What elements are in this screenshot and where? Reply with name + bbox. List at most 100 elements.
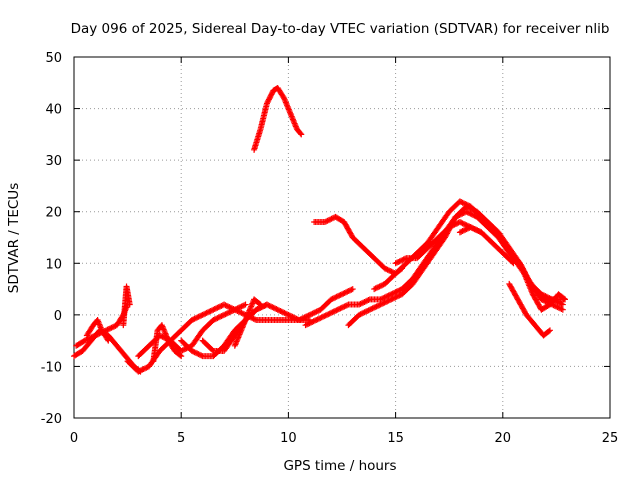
data-point (95, 331, 102, 338)
data-point (325, 217, 332, 224)
data-point (178, 347, 185, 354)
data-point (85, 335, 92, 342)
data-point (448, 222, 455, 229)
data-point (194, 350, 201, 357)
series-track-7 (150, 322, 185, 365)
data-point (338, 304, 345, 311)
data-point (289, 313, 296, 320)
data-point (340, 290, 347, 297)
y-tick-label: 20 (45, 206, 62, 221)
data-point (276, 307, 283, 314)
series-track-19 (506, 280, 553, 339)
data-point (460, 220, 467, 227)
data-point (362, 308, 369, 315)
data-point (332, 307, 339, 314)
data-point (280, 93, 287, 100)
data-point (210, 317, 217, 324)
data-point (109, 324, 116, 331)
data-point (136, 367, 143, 374)
data-point (221, 311, 228, 318)
x-tick-label: 0 (70, 431, 78, 446)
data-point (327, 216, 334, 223)
data-point (278, 308, 285, 315)
data-point (389, 295, 396, 302)
data-point (376, 283, 383, 290)
data-point (257, 301, 264, 308)
data-point (458, 228, 465, 235)
data-point (366, 306, 373, 313)
data-point (380, 295, 387, 302)
data-point (309, 318, 316, 325)
data-point (139, 366, 146, 373)
y-tick-label: 30 (45, 154, 62, 169)
y-tick-label: -20 (41, 412, 62, 427)
y-tick-label: 40 (45, 103, 62, 118)
data-point (362, 298, 369, 305)
y-tick-label: 10 (45, 257, 62, 272)
data-point (210, 306, 217, 313)
data-point (192, 349, 199, 356)
data-point (251, 316, 258, 323)
data-point (463, 201, 470, 208)
data-point (196, 351, 203, 358)
data-point (365, 297, 372, 304)
data-point (509, 259, 516, 266)
data-point (375, 284, 382, 291)
data-point (263, 301, 270, 308)
data-point (385, 297, 392, 304)
data-point (233, 306, 240, 313)
x-axis-title: GPS time / hours (283, 458, 396, 474)
data-point (96, 330, 103, 337)
data-point (89, 333, 96, 340)
data-point (456, 229, 463, 236)
x-tick-label: 25 (602, 431, 619, 446)
data-point (230, 307, 237, 314)
data-point (365, 307, 372, 314)
data-point (328, 296, 335, 303)
data-point (452, 220, 459, 227)
y-tick-label: 0 (54, 309, 62, 324)
data-point (215, 304, 222, 311)
data-point (229, 307, 236, 314)
x-tick-label: 20 (495, 431, 512, 446)
data-point (253, 306, 260, 313)
data-point (301, 314, 308, 321)
data-point (238, 309, 245, 316)
data-point (462, 221, 469, 228)
data-point (225, 303, 232, 310)
data-point (389, 290, 396, 297)
series-track-17 (392, 219, 485, 267)
data-point (393, 288, 400, 295)
data-point (458, 199, 465, 206)
data-point (381, 265, 388, 272)
data-point (222, 302, 229, 309)
data-point (466, 210, 473, 217)
data-point (399, 257, 406, 264)
data-point (386, 297, 393, 304)
data-point (349, 286, 356, 293)
data-point (559, 306, 566, 313)
data-point (237, 304, 244, 311)
data-point (321, 219, 328, 226)
data-point (321, 313, 328, 320)
data-point (191, 315, 198, 322)
data-point (341, 289, 348, 296)
data-point (217, 313, 224, 320)
series-track-20 (521, 270, 568, 313)
data-point (219, 312, 226, 319)
data-point (223, 302, 230, 309)
data-point (179, 347, 186, 354)
data-point (330, 295, 337, 302)
data-point (447, 223, 454, 230)
data-point (382, 298, 389, 305)
data-point (237, 309, 244, 316)
data-point (373, 303, 380, 310)
data-point (388, 268, 395, 275)
data-point (471, 226, 478, 233)
data-point (178, 353, 185, 360)
data-point (361, 309, 368, 316)
data-point (206, 308, 213, 315)
data-point (83, 336, 90, 343)
data-point (207, 307, 214, 314)
